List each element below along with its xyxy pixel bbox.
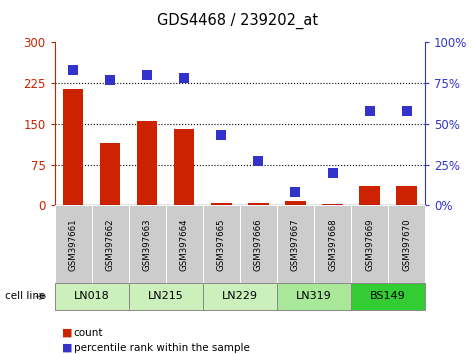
Text: GSM397661: GSM397661	[69, 218, 77, 270]
Point	[218, 132, 225, 138]
Text: ■: ■	[62, 343, 72, 353]
Point	[69, 67, 77, 73]
Text: count: count	[74, 328, 103, 338]
Text: GSM397665: GSM397665	[217, 218, 226, 270]
Bar	[351, 283, 425, 310]
Bar	[314, 205, 351, 283]
Text: ■: ■	[62, 328, 72, 338]
Text: GDS4468 / 239202_at: GDS4468 / 239202_at	[157, 12, 318, 29]
Text: LN319: LN319	[296, 291, 332, 302]
Bar	[100, 143, 120, 205]
Bar	[277, 205, 314, 283]
Bar	[55, 283, 129, 310]
Bar	[277, 283, 351, 310]
Bar	[240, 205, 277, 283]
Text: LN018: LN018	[74, 291, 110, 302]
Point	[255, 159, 262, 164]
Bar	[323, 204, 342, 205]
Bar	[129, 283, 203, 310]
Point	[143, 72, 151, 78]
Bar	[129, 205, 166, 283]
Point	[366, 108, 373, 114]
Bar	[351, 205, 388, 283]
Text: GSM397667: GSM397667	[291, 218, 300, 270]
Bar	[137, 121, 157, 205]
Text: GSM397663: GSM397663	[143, 218, 152, 270]
Point	[106, 77, 114, 83]
Bar	[174, 129, 194, 205]
Bar	[285, 201, 305, 205]
Point	[403, 108, 410, 114]
Bar	[397, 186, 417, 205]
Text: GSM397662: GSM397662	[106, 218, 114, 270]
Bar	[55, 205, 92, 283]
Point	[180, 75, 188, 81]
Text: LN215: LN215	[148, 291, 184, 302]
Point	[329, 170, 336, 176]
Bar	[248, 202, 268, 205]
Text: percentile rank within the sample: percentile rank within the sample	[74, 343, 249, 353]
Bar	[388, 205, 425, 283]
Point	[292, 189, 299, 195]
Bar	[92, 205, 129, 283]
Bar	[360, 186, 380, 205]
Bar	[211, 202, 231, 205]
Text: cell line: cell line	[5, 291, 45, 302]
Bar	[203, 205, 240, 283]
Text: GSM397664: GSM397664	[180, 218, 189, 270]
Bar	[166, 205, 203, 283]
Bar	[63, 88, 83, 205]
Text: GSM397668: GSM397668	[328, 218, 337, 270]
Text: GSM397670: GSM397670	[402, 218, 411, 270]
Text: BS149: BS149	[370, 291, 406, 302]
Text: GSM397669: GSM397669	[365, 218, 374, 270]
Bar	[203, 283, 277, 310]
Text: GSM397666: GSM397666	[254, 218, 263, 270]
Text: LN229: LN229	[222, 291, 258, 302]
